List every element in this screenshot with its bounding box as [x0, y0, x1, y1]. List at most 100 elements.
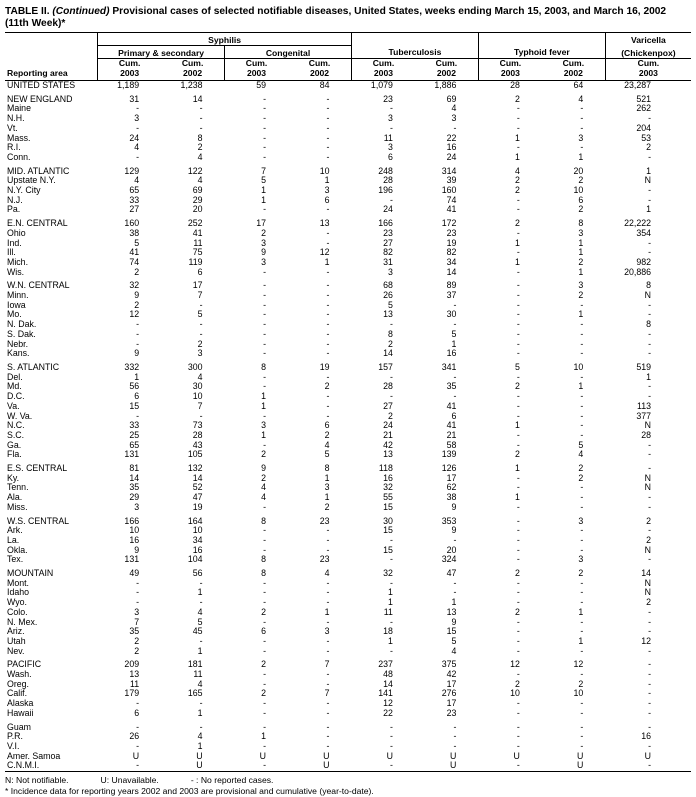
value-cell: -	[516, 525, 520, 536]
value-cell: -	[516, 741, 520, 751]
value-cell: 1	[324, 256, 330, 267]
value-cell: 7	[324, 688, 330, 699]
value-cell: -	[516, 142, 520, 153]
reporting-area-cell: Ill.	[7, 247, 16, 258]
value-cell: 14	[446, 266, 457, 277]
value-cell: 23	[446, 707, 457, 718]
value-cell: 6	[134, 707, 140, 718]
value-cell: 4	[578, 93, 584, 104]
value-cell: 209	[124, 659, 140, 670]
reporting-area-cell: Upstate N.Y.	[7, 175, 56, 186]
value-cell: 3	[261, 420, 267, 431]
reporting-area-cell: NEW ENGLAND	[7, 93, 73, 104]
footnote-unavailable: U: Unavailable.	[100, 775, 159, 786]
table-row: Ind. 5 11 3-27 19 1 1-	[5, 237, 691, 249]
reporting-area-cell: Idaho	[7, 587, 30, 598]
table-row: Mich. 74 119 3 1 31 34 1 2 982	[5, 256, 691, 268]
value-cell: N	[644, 482, 651, 493]
value-cell: 2	[324, 501, 330, 512]
value-cell: 7	[197, 290, 203, 301]
value-cell: 1	[514, 132, 520, 143]
table-row: Utah 2 - - - 1 5 - 1 12	[5, 635, 691, 647]
value-cell: 1	[388, 635, 393, 646]
reporting-area-cell: Conn.	[7, 151, 31, 162]
table-row: C.N.M.I. - U - U - U - U -	[5, 760, 691, 771]
table-row: Md. 56 30 - 2 28 35 2 1 -	[5, 382, 691, 392]
value-cell: -	[516, 280, 520, 291]
reporting-area-cell: Ga.	[7, 439, 22, 450]
value-cell: -	[648, 760, 651, 771]
value-cell: 17	[192, 280, 203, 291]
value-cell: 13	[383, 449, 393, 460]
value-cell: 9	[134, 290, 140, 301]
value-cell: -	[263, 616, 267, 627]
value-cell: -	[580, 645, 584, 656]
value-cell: 2	[578, 204, 584, 215]
value-cell: 5	[514, 361, 520, 372]
value-cell: 11	[129, 678, 140, 689]
value-cell: 1	[197, 645, 203, 656]
value-cell: 4	[324, 439, 330, 450]
varicella-header-line1: Varicella	[630, 35, 666, 45]
value-cell: -	[326, 616, 330, 627]
value-cell: 2	[261, 227, 267, 238]
value-cell: -	[263, 103, 267, 114]
value-cell: -	[580, 319, 584, 330]
value-cell: U	[196, 750, 203, 761]
value-cell: -	[199, 122, 203, 133]
cum-label: Cum.	[308, 58, 331, 68]
reporting-area-cell: Md.	[7, 381, 22, 392]
value-cell: 14	[383, 348, 393, 359]
value-cell: -	[263, 597, 267, 608]
value-cell: 354	[636, 227, 651, 238]
value-cell: 23	[383, 227, 393, 238]
reporting-area-cell: Ariz.	[7, 626, 25, 637]
value-cell: 262	[636, 103, 651, 114]
value-cell: 1	[578, 237, 584, 248]
value-cell: 13	[446, 606, 457, 617]
value-cell: 300	[187, 361, 203, 372]
reporting-area-cell: Ind.	[7, 237, 22, 248]
value-cell: 34	[192, 534, 203, 545]
title-continued: (Continued)	[52, 6, 110, 17]
reporting-area-cell: N.J.	[7, 194, 23, 205]
value-cell: -	[648, 237, 651, 248]
value-cell: 27	[129, 204, 140, 215]
value-cell: 10	[510, 688, 520, 699]
value-cell: 4	[197, 606, 203, 617]
value-cell: -	[516, 391, 520, 402]
value-cell: 32	[383, 482, 393, 493]
table-row: MOUNTAIN 49 56 8 4 32 47 2 2 14	[5, 568, 691, 579]
table-row: D.C. 6 10 1 - - - - - -	[5, 391, 691, 402]
value-cell: 1,886	[434, 80, 457, 90]
value-cell: 7	[197, 400, 203, 411]
value-cell: 55	[383, 492, 393, 503]
value-cell: 19	[192, 501, 203, 512]
reporting-area-cell: Wash.	[7, 669, 32, 680]
value-cell: 1	[646, 371, 651, 382]
table-row: Kans. 9 3 - - 14 16 - - -	[5, 349, 691, 359]
value-cell: -	[648, 185, 651, 196]
value-cell: -	[263, 113, 267, 124]
reporting-area-cell: Nebr.	[7, 338, 29, 349]
reporting-area-cell: La.	[7, 534, 20, 545]
value-cell: -	[516, 204, 520, 215]
value-cell: -	[136, 319, 140, 330]
value-cell: 22,222	[624, 218, 651, 229]
value-cell: -	[263, 707, 267, 718]
value-cell: -	[263, 204, 267, 215]
value-cell: 3	[261, 237, 267, 248]
value-cell: -	[199, 410, 203, 421]
column-header-cum-2002-3: Cum. 2002	[288, 58, 352, 81]
value-cell: 3	[261, 256, 267, 267]
value-cell: 41	[446, 420, 457, 431]
congenital-header: Congenital	[224, 45, 352, 59]
value-cell: -	[648, 688, 651, 699]
table-subtitle: (11th Week)*	[5, 18, 66, 29]
value-cell: -	[648, 492, 651, 503]
reporting-area-cell: Alaska	[7, 698, 34, 709]
value-cell: 82	[446, 247, 457, 258]
value-cell: 56	[192, 568, 203, 579]
value-cell: 69	[446, 93, 457, 104]
value-cell: 276	[441, 688, 457, 699]
